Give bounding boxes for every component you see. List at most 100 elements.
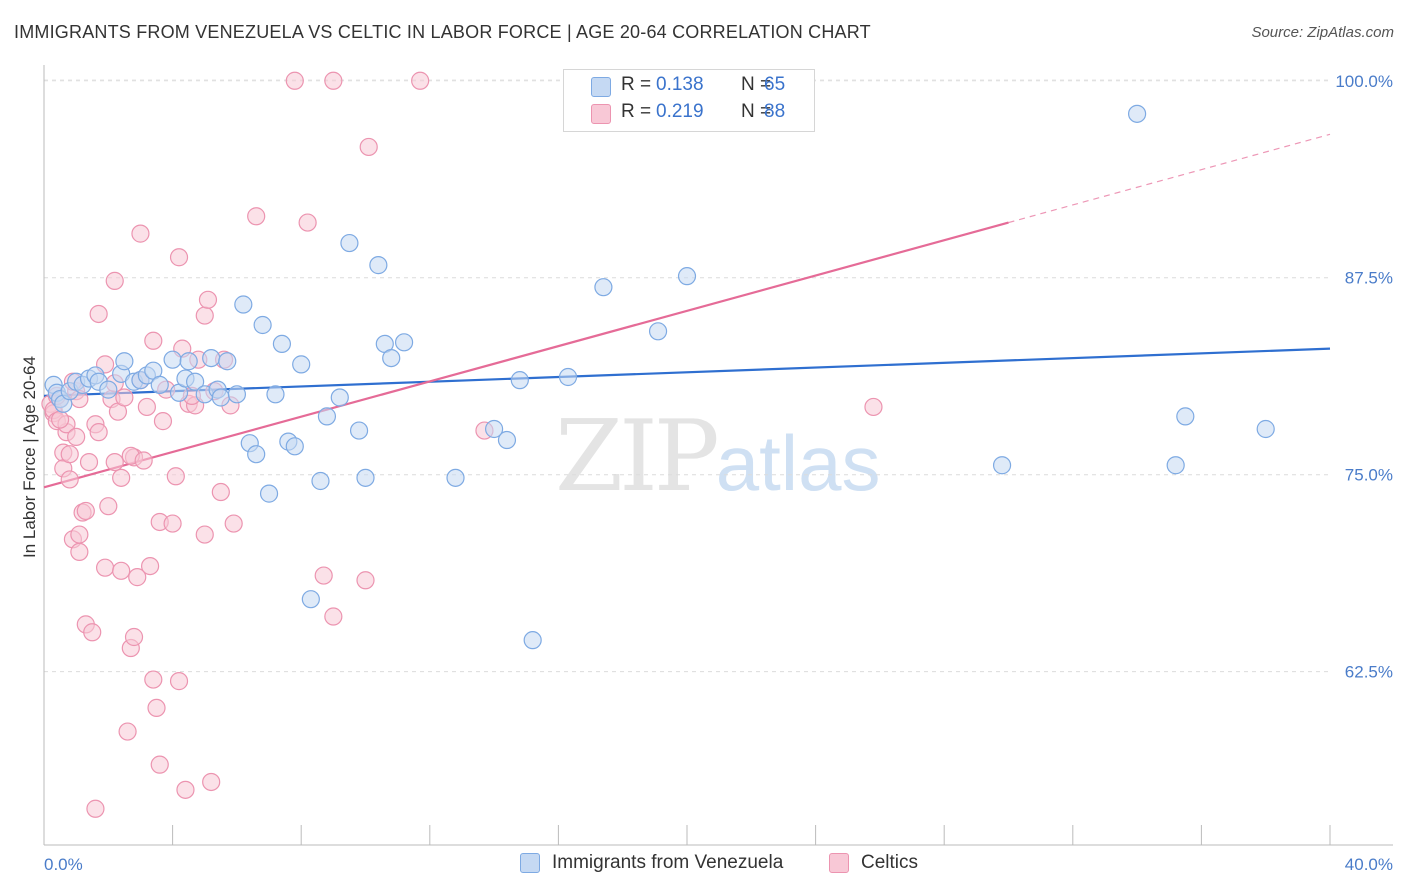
venezuela-point: [186, 372, 205, 391]
venezuela-point: [446, 468, 465, 487]
legend-r-label: R =: [621, 101, 652, 122]
celtics-point: [147, 698, 166, 718]
venezuela-point: [1256, 419, 1275, 439]
y-tick-label: 75.0%: [1345, 466, 1393, 485]
celtics-point: [124, 627, 144, 647]
celtics-point: [60, 470, 79, 489]
celtics-point: [128, 568, 147, 587]
celtics-point: [115, 388, 134, 407]
venezuela-point: [218, 352, 237, 371]
venezuela-point: [266, 385, 285, 404]
legend-n-label: N =: [741, 74, 772, 95]
celtics-point: [60, 445, 79, 464]
celtics-point: [356, 571, 375, 590]
celtics-point: [137, 397, 156, 417]
tick-labels: 62.5% 75.0% 87.5% 100.0% 0.0% 40.0%: [44, 72, 1393, 874]
venezuela-trend-line: [43, 347, 1331, 398]
venezuela-point: [234, 295, 253, 314]
venezuela-point: [485, 419, 504, 439]
celtics-point: [202, 772, 221, 792]
celtics-point: [195, 525, 214, 544]
celtics-swatch: [591, 104, 611, 124]
venezuela-point: [1176, 407, 1195, 426]
venezuela-point: [394, 333, 414, 352]
celtics-point: [298, 213, 317, 232]
venezuela-point: [1166, 456, 1185, 475]
celtics-point: [166, 467, 185, 486]
legend-r-label: R =: [621, 74, 652, 95]
source-label: Source: ZipAtlas.com: [1251, 24, 1394, 41]
venezuela-point: [301, 590, 320, 609]
venezuela-point: [510, 371, 529, 390]
legend-n-venezuela: 65: [764, 74, 786, 95]
legend-n-celtics: 88: [764, 101, 786, 122]
venezuela-point: [594, 278, 613, 297]
celtics-point: [324, 607, 343, 626]
celtics-point: [99, 497, 118, 516]
celtics-point: [176, 780, 195, 799]
celtics-point: [131, 224, 150, 243]
celtics-point: [79, 452, 99, 472]
celtics-point: [144, 670, 163, 689]
venezuela-point: [285, 437, 304, 456]
celtics-trend-line: [43, 221, 1009, 489]
celtics-point: [134, 451, 153, 470]
venezuela-point: [677, 267, 697, 286]
venezuela-point: [253, 315, 272, 335]
celtics-point: [324, 71, 343, 90]
venezuela-point: [349, 421, 369, 440]
celtics-point: [112, 468, 131, 487]
celtics-legend-swatch: [829, 853, 849, 873]
venezuela-point: [163, 350, 182, 369]
venezuela-point: [99, 380, 118, 399]
x-tick-label: 0.0%: [44, 855, 83, 874]
legend-n-label: N =: [741, 101, 772, 122]
venezuela-point: [292, 355, 311, 374]
venezuela-point: [558, 367, 578, 387]
trend-lines: [43, 133, 1331, 489]
venezuela-point: [115, 352, 134, 371]
watermark-zip: ZIP: [555, 400, 720, 514]
celtics-point: [50, 410, 70, 429]
celtics-point: [411, 71, 430, 90]
celtics-point: [67, 427, 86, 446]
celtics-point: [76, 501, 95, 521]
celtics-point: [89, 304, 108, 324]
venezuela-point: [272, 334, 292, 354]
celtics-point: [359, 137, 378, 157]
venezuela-point: [1127, 104, 1147, 123]
venezuela-point: [311, 471, 330, 491]
y-tick-label: 62.5%: [1345, 663, 1393, 682]
celtics-point: [86, 799, 105, 818]
venezuela-point: [356, 468, 375, 487]
celtics-point: [89, 423, 108, 442]
celtics-point: [163, 514, 182, 533]
venezuela-swatch: [591, 77, 611, 97]
venezuela-point: [259, 484, 279, 503]
venezuela-point: [523, 631, 542, 650]
venezuela-point: [202, 348, 221, 368]
venezuela-point: [317, 407, 337, 426]
y-tick-label: 100.0%: [1335, 72, 1393, 91]
celtics-point: [105, 452, 124, 472]
data-points: [41, 71, 1275, 818]
venezuela-point: [227, 385, 246, 404]
celtics-point: [95, 558, 115, 577]
celtics-point: [198, 290, 218, 309]
venezuela-point: [369, 256, 388, 275]
venezuela-point: [179, 352, 198, 371]
celtics-point: [314, 566, 333, 585]
celtics-point: [150, 755, 169, 774]
zipatlas-watermark: ZIPatlas: [555, 400, 881, 514]
venezuela-point: [382, 348, 401, 368]
venezuela-legend-swatch: [520, 853, 540, 873]
stats-legend: R = 0.138 N = 65 R = 0.219 N = 88: [563, 69, 815, 132]
venezuela-point: [992, 456, 1012, 475]
celtics-trend-extension: [1008, 133, 1331, 224]
venezuela-point: [211, 388, 230, 407]
x-tick-label: 40.0%: [1345, 855, 1393, 874]
celtics-point: [224, 514, 243, 533]
celtics-point: [144, 331, 163, 350]
celtics-point: [247, 207, 266, 226]
